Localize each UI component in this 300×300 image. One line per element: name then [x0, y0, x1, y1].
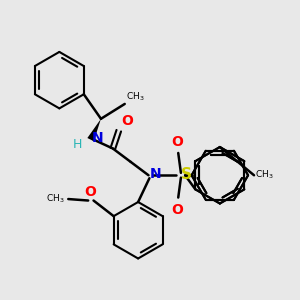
- Text: CH$_3$: CH$_3$: [126, 91, 145, 103]
- Text: N: N: [149, 167, 161, 181]
- Text: O: O: [171, 135, 183, 149]
- Text: S: S: [181, 167, 192, 182]
- Text: O: O: [121, 114, 133, 128]
- Text: N: N: [92, 131, 103, 145]
- Text: CH$_3$: CH$_3$: [46, 192, 65, 205]
- Text: O: O: [171, 203, 183, 217]
- Text: H: H: [73, 138, 82, 151]
- Text: O: O: [85, 185, 97, 199]
- Polygon shape: [87, 119, 101, 141]
- Text: CH$_3$: CH$_3$: [255, 168, 274, 181]
